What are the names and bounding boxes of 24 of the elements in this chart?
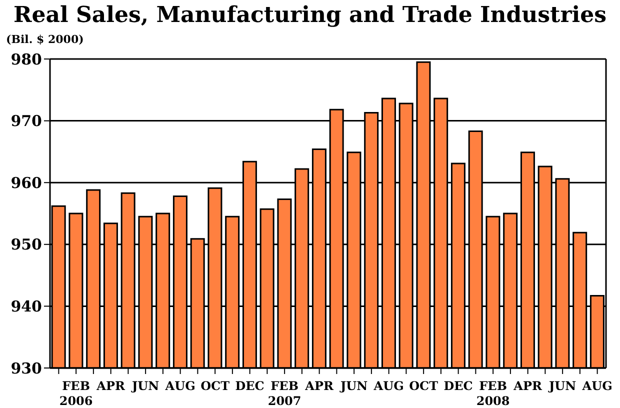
x-tick-label: JUN <box>131 379 160 393</box>
x-tick-label: AUG <box>581 379 612 393</box>
x-tick-label: AUG <box>164 379 196 393</box>
y-tick-label: 930 <box>10 359 42 378</box>
y-axis-title: (Bil. $ 2000) <box>6 33 84 46</box>
y-tick-label: 940 <box>10 298 42 316</box>
x-tick-label: OCT <box>200 379 230 393</box>
x-tick-label: JUN <box>548 379 576 393</box>
chart-title: Real Sales, Manufacturing and Trade Industries <box>12 1 608 30</box>
x-tick-label: APR <box>96 379 126 393</box>
y-tick-label: 950 <box>10 236 42 254</box>
x-tick-label: DEC <box>235 379 264 393</box>
x-tick-label: FEB 2006 <box>59 379 93 408</box>
x-tick-label: APR <box>512 379 543 393</box>
x-tick-label: JUN <box>340 379 368 393</box>
y-tick-label: 980 <box>10 50 42 68</box>
x-tick-label: FEB 2007 <box>268 379 302 408</box>
x-tick-label: APR <box>304 379 334 393</box>
y-tick-label: 970 <box>10 112 42 130</box>
x-tick-label: OCT <box>409 379 438 393</box>
x-tick-label: DEC <box>444 379 473 393</box>
y-tick-label: 960 <box>10 174 42 192</box>
x-tick-label: FEB 2008 <box>476 379 510 408</box>
x-tick-label: AUG <box>372 379 404 393</box>
